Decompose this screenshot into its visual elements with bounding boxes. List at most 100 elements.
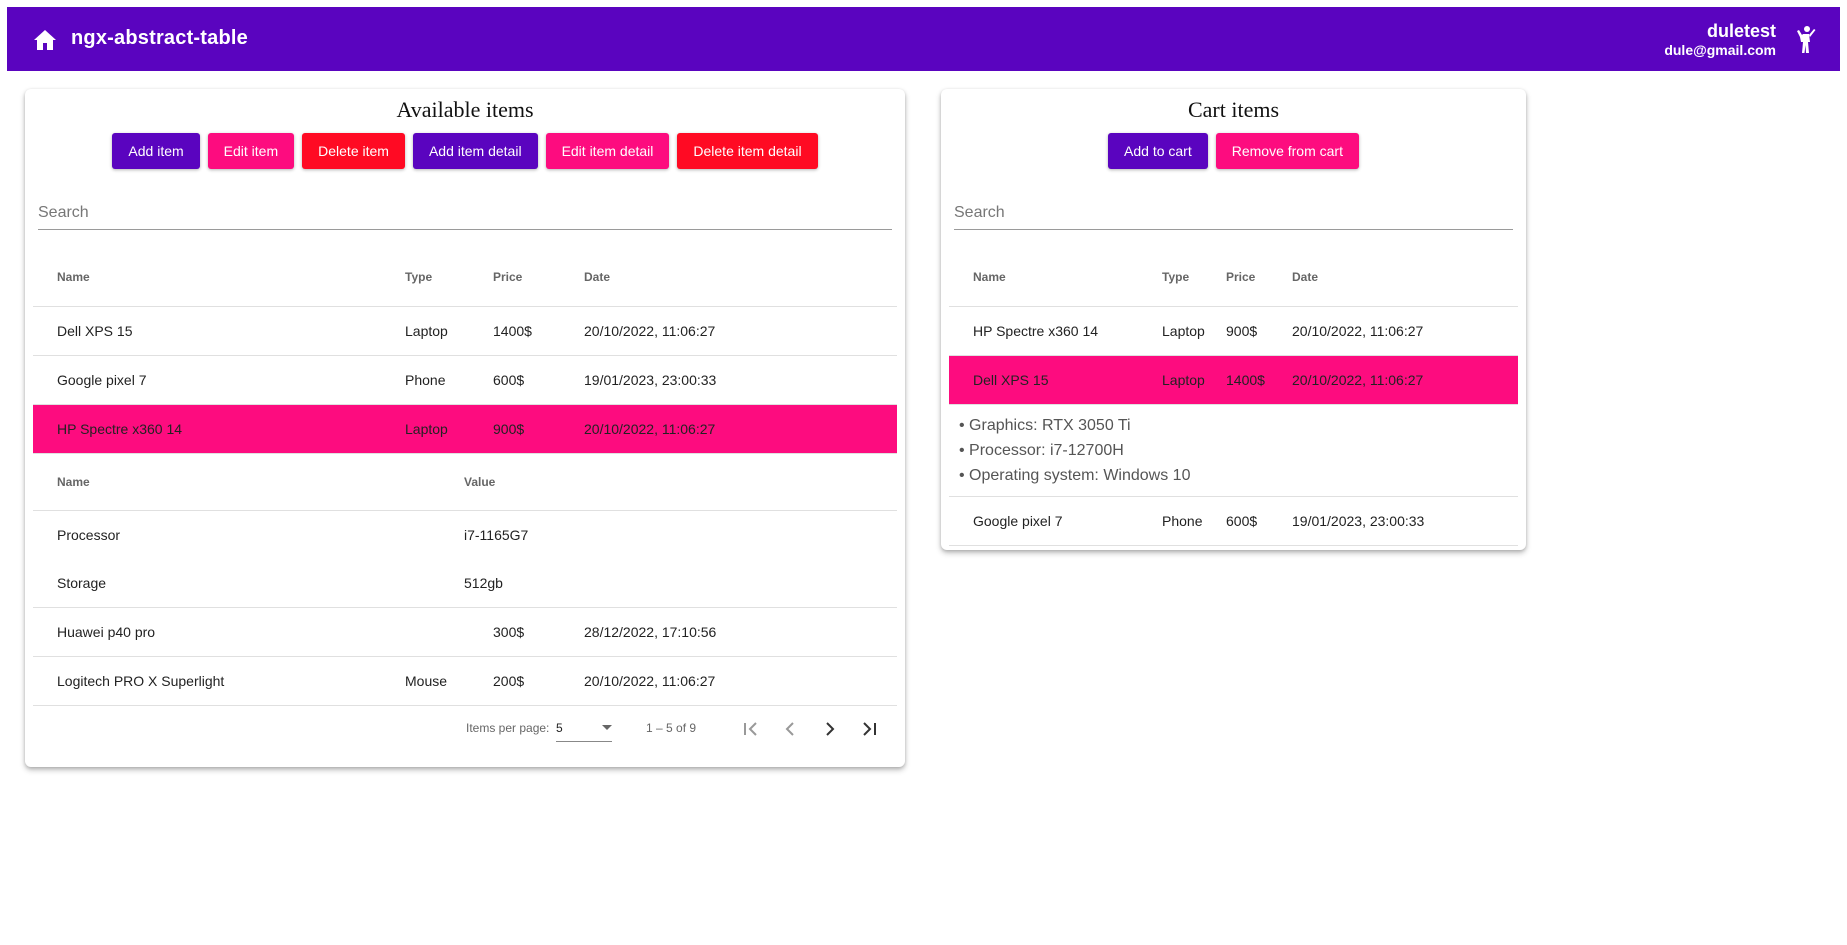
cell-price: 200$ [493, 673, 525, 689]
cell-price: 900$ [493, 421, 525, 437]
available-search-input[interactable] [38, 199, 892, 227]
detail-column-value: Value [464, 475, 496, 489]
cell-date: 28/12/2022, 17:10:56 [584, 624, 717, 640]
cell-name: Dell XPS 15 [57, 323, 133, 339]
cell-price: 1400$ [493, 323, 532, 339]
column-header-price[interactable]: Price [493, 270, 523, 284]
app-toolbar: ngx-abstract-table duletest dule@gmail.c… [7, 7, 1840, 71]
detail-cell-value: 512gb [464, 575, 503, 591]
cell-date: 19/01/2023, 23:00:33 [584, 372, 717, 388]
cell-type: Laptop [405, 421, 448, 437]
table-header-row: Name Type Price Date [949, 248, 1518, 307]
detail-column-name: Name [57, 475, 90, 489]
user-info: duletest dule@gmail.com [1664, 21, 1776, 59]
edit-item-button[interactable]: Edit item [207, 133, 295, 169]
detail-cell-value: i7-1165G7 [464, 527, 529, 543]
column-header-date[interactable]: Date [1292, 270, 1319, 284]
column-header-price[interactable]: Price [1226, 270, 1256, 284]
add-item-button[interactable]: Add item [112, 133, 200, 169]
column-header-name[interactable]: Name [973, 270, 1006, 284]
table-row[interactable]: Huawei p40 pro 300$ 28/12/2022, 17:10:56 [33, 608, 897, 657]
cell-date: 19/01/2023, 23:00:33 [1292, 513, 1425, 529]
add-to-cart-button[interactable]: Add to cart [1108, 133, 1208, 169]
items-per-page-value: 5 [556, 721, 563, 735]
cell-type: Phone [1162, 513, 1203, 529]
first-page-icon[interactable] [736, 715, 764, 743]
cell-date: 20/10/2022, 11:06:27 [1292, 323, 1424, 339]
table-row[interactable]: Logitech PRO X Superlight Mouse 200$ 20/… [33, 657, 897, 706]
table-row[interactable]: HP Spectre x360 14 Laptop 900$ 20/10/202… [949, 307, 1518, 356]
detail-header-row: Name Value [33, 454, 897, 511]
table-row[interactable]: Google pixel 7 Phone 600$ 19/01/2023, 23… [949, 497, 1518, 546]
cell-type: Laptop [1162, 372, 1205, 388]
cell-name: Google pixel 7 [57, 372, 147, 388]
items-per-page-select[interactable]: 5 [556, 717, 612, 742]
available-search [38, 199, 892, 230]
detail-cell-name: Storage [57, 575, 107, 591]
cell-name: HP Spectre x360 14 [973, 323, 1099, 339]
cart-item-detail-list: • Graphics: RTX 3050 Ti • Processor: i7-… [949, 405, 1518, 497]
last-page-icon[interactable] [856, 715, 884, 743]
detail-row[interactable]: Storage 512gb [33, 559, 897, 607]
available-items-title: Available items [396, 97, 534, 122]
items-per-page-label: Items per page: [466, 721, 550, 735]
cell-date: 20/10/2022, 11:06:27 [584, 323, 716, 339]
table-row[interactable]: Google pixel 7 Phone 600$ 19/01/2023, 23… [33, 356, 897, 405]
delete-item-button[interactable]: Delete item [302, 133, 405, 169]
cell-type: Mouse [405, 673, 448, 689]
add-item-detail-button[interactable]: Add item detail [412, 133, 538, 169]
cell-price: 600$ [493, 372, 525, 388]
table-header-row: Name Type Price Date [33, 248, 897, 307]
edit-item-detail-button[interactable]: Edit item detail [545, 133, 670, 169]
cell-name: Google pixel 7 [973, 513, 1063, 529]
cart-table: Name Type Price Date HP Spectre x360 14 … [949, 248, 1518, 546]
cart-items-title: Cart items [1187, 97, 1280, 122]
page-range-label: 1 – 5 of 9 [646, 721, 697, 735]
cell-type: Phone [405, 372, 446, 388]
column-header-date[interactable]: Date [584, 270, 611, 284]
cell-name: Logitech PRO X Superlight [57, 673, 225, 689]
column-header-name[interactable]: Name [57, 270, 90, 284]
previous-page-icon[interactable] [776, 715, 804, 743]
delete-item-detail-button[interactable]: Delete item detail [677, 133, 818, 169]
cell-price: 600$ [1226, 513, 1258, 529]
remove-from-cart-button[interactable]: Remove from cart [1215, 133, 1359, 169]
column-header-type[interactable]: Type [1162, 270, 1190, 284]
table-row-selected[interactable]: Dell XPS 15 Laptop 1400$ 20/10/2022, 11:… [949, 356, 1518, 405]
table-row[interactable]: Dell XPS 15 Laptop 1400$ 20/10/2022, 11:… [33, 307, 897, 356]
cell-type: Laptop [405, 323, 448, 339]
user-icon[interactable] [1794, 25, 1818, 55]
cell-name: HP Spectre x360 14 [57, 421, 183, 437]
cell-price: 900$ [1226, 323, 1258, 339]
dropdown-arrow-icon [602, 725, 612, 730]
cell-name: Huawei p40 pro [57, 624, 156, 640]
cell-name: Dell XPS 15 [973, 372, 1049, 388]
next-page-icon[interactable] [816, 715, 844, 743]
detail-bullet: • Processor: i7-12700H [959, 442, 1124, 459]
cart-search-input[interactable] [954, 199, 1513, 227]
app-title: ngx-abstract-table [71, 27, 248, 49]
cell-type: Laptop [1162, 323, 1205, 339]
user-name: duletest [1706, 21, 1776, 41]
cell-date: 20/10/2022, 11:06:27 [584, 673, 716, 689]
cell-price: 1400$ [1226, 372, 1265, 388]
detail-bullet: • Graphics: RTX 3050 Ti [959, 417, 1131, 434]
detail-row[interactable]: Processor i7-1165G7 [33, 511, 897, 559]
item-detail-table: Name Value Processor i7-1165G7 Storage 5… [33, 454, 897, 608]
detail-bullet: • Operating system: Windows 10 [959, 467, 1191, 484]
cell-price: 300$ [493, 624, 525, 640]
user-email: dule@gmail.com [1664, 42, 1776, 58]
column-header-type[interactable]: Type [405, 270, 433, 284]
cart-search [954, 199, 1513, 230]
table-row-selected[interactable]: HP Spectre x360 14 Laptop 900$ 20/10/202… [33, 405, 897, 454]
detail-cell-name: Processor [57, 527, 121, 543]
available-items-card: Available items Add item Edit item Delete … [25, 89, 905, 767]
available-actions: Add item Edit item Delete item Add item det… [25, 133, 905, 169]
paginator: Items per page: 5 1 – 5 of 9 [33, 701, 897, 757]
cell-date: 20/10/2022, 11:06:27 [1292, 372, 1424, 388]
cell-date: 20/10/2022, 11:06:27 [584, 421, 716, 437]
cart-actions: Add to cart Remove from cart [941, 133, 1526, 169]
available-table: Name Type Price Date Dell XPS 15 Laptop … [33, 248, 897, 706]
home-icon[interactable] [33, 29, 57, 51]
